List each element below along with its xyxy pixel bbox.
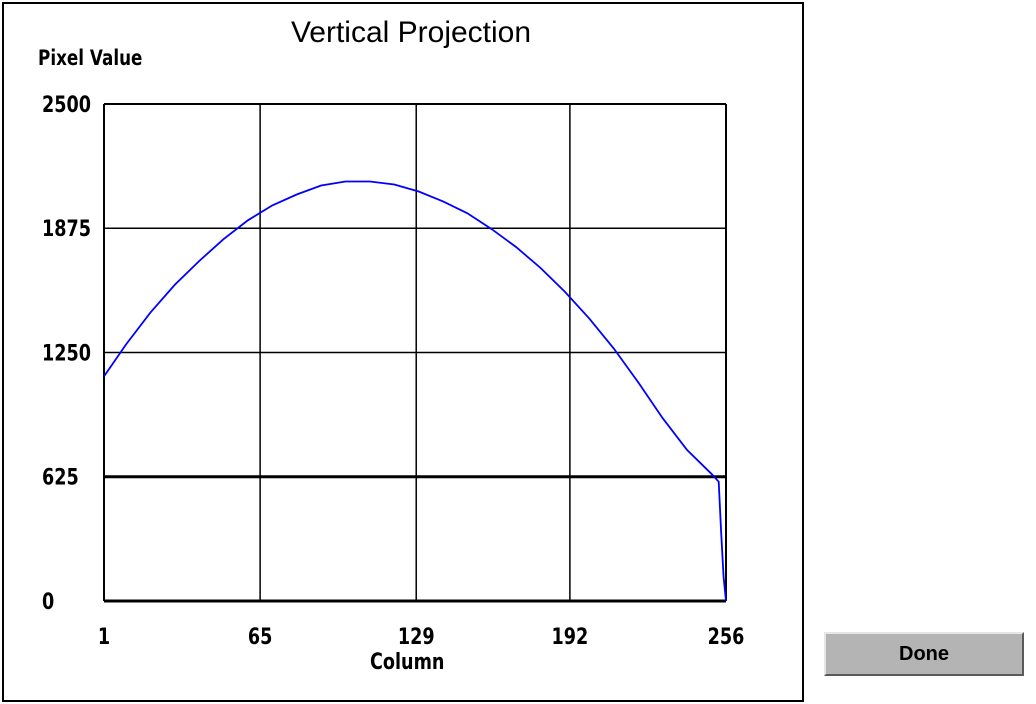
y-tick-label: 0 bbox=[42, 589, 54, 614]
y-axis-label: Pixel Value bbox=[38, 46, 143, 70]
series-line bbox=[103, 180, 727, 602]
done-button[interactable]: Done bbox=[824, 632, 1024, 676]
x-tick-label: 192 bbox=[552, 624, 589, 649]
x-tick-label: 65 bbox=[248, 624, 272, 649]
chart-title: Vertical Projection bbox=[290, 16, 532, 49]
y-tick-label: 625 bbox=[42, 465, 79, 490]
x-tick-label: 129 bbox=[398, 624, 435, 649]
y-tick-label: 2500 bbox=[42, 92, 91, 117]
y-tick-label: 1875 bbox=[42, 216, 91, 241]
x-tick-label: 1 bbox=[98, 624, 110, 649]
x-tick-label: 256 bbox=[708, 624, 745, 649]
y-tick-label: 1250 bbox=[42, 341, 91, 366]
x-axis-label: Column bbox=[370, 650, 445, 675]
